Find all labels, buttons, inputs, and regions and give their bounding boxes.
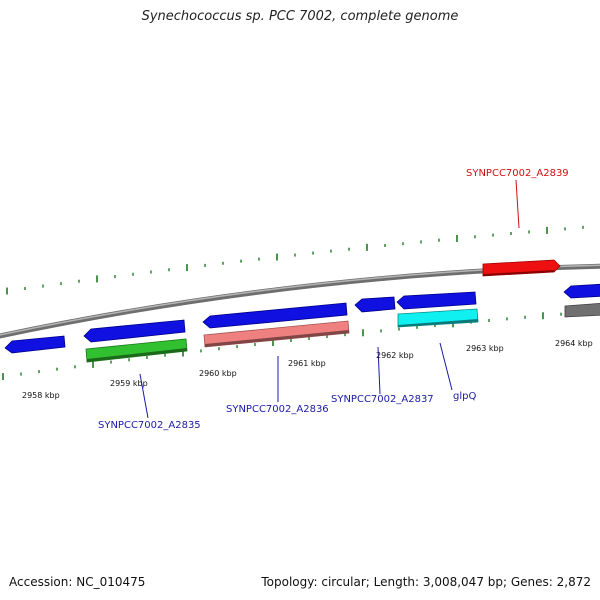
gene-synpcc7002-a2839-shade xyxy=(483,270,555,276)
gene-glpq-upper[interactable] xyxy=(396,291,477,310)
leader-glpq xyxy=(439,342,453,391)
leader-a2835 xyxy=(139,373,149,419)
gene-label-a2837: SYNPCC7002_A2837 xyxy=(331,394,434,405)
gene-label-a2835: SYNPCC7002_A2835 xyxy=(98,420,201,431)
gene-label-a2836: SYNPCC7002_A2836 xyxy=(226,404,329,415)
gene-synpcc7002-a2837-upper[interactable] xyxy=(354,296,396,313)
cds-cyan-shade xyxy=(398,319,478,327)
cds-pink-shade xyxy=(205,330,349,347)
scale-label: 2958 kbp xyxy=(22,391,60,400)
topology-label: Topology: circular; Length: 3,008,047 bp… xyxy=(261,575,591,589)
genome-title: Synechococcus sp. PCC 7002, complete gen… xyxy=(141,9,459,24)
gene-synpcc7002-a2835-upper[interactable] xyxy=(83,319,186,343)
gene-right-edge[interactable] xyxy=(563,283,600,299)
accession-label: Accession: NC_010475 xyxy=(9,575,146,589)
scale-label: 2959 kbp xyxy=(110,379,148,388)
scale-labels: 2958 kbp 2959 kbp 2960 kbp 2961 kbp 2962… xyxy=(22,339,593,400)
cds-green-shade xyxy=(87,348,187,362)
outer-tick-row xyxy=(6,225,584,295)
gene-label-a2839: SYNPCC7002_A2839 xyxy=(466,168,569,179)
cds-gray[interactable] xyxy=(564,302,600,318)
scale-label: 2963 kbp xyxy=(466,344,504,353)
scale-label: 2964 kbp xyxy=(555,339,593,348)
scale-label: 2961 kbp xyxy=(288,359,326,368)
scale-label: 2962 kbp xyxy=(376,351,414,360)
gene-features xyxy=(4,259,600,363)
gene-labels: SYNPCC7002_A2835 SYNPCC7002_A2836 SYNPCC… xyxy=(98,168,569,431)
gene-synpcc7002-a2836-upper[interactable] xyxy=(202,302,348,329)
leader-a2839 xyxy=(515,179,520,229)
gene-label-glpq: glpQ xyxy=(453,391,476,402)
gene-left-edge[interactable] xyxy=(4,335,66,354)
label-leaders xyxy=(139,179,520,419)
scale-label: 2960 kbp xyxy=(199,369,237,378)
leader-a2837 xyxy=(377,346,381,395)
